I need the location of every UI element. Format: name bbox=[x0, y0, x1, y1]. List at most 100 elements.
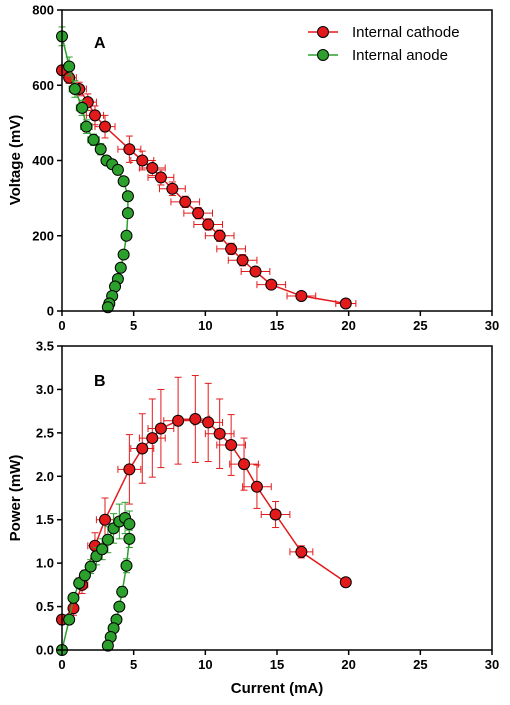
panel-a-x-tick-label: 0 bbox=[58, 318, 65, 333]
panel-a-cathode-point bbox=[154, 171, 167, 184]
panel-b-label: B bbox=[94, 373, 106, 390]
panel-a-anode-point bbox=[111, 163, 124, 176]
panel-a: A Voltage (mV) 0 5 10 15 20 25 30 0 200 400 600 80… bbox=[7, 3, 499, 334]
panel-a-anode-point bbox=[101, 301, 114, 314]
panel-a-cathode-point bbox=[179, 195, 192, 208]
panel-b-y-tick-label: 2.0 bbox=[36, 469, 54, 484]
legend-cathode-marker bbox=[317, 26, 329, 38]
legend-anode-label: Internal anode bbox=[352, 47, 448, 64]
panel-b-x-tick-label: 10 bbox=[198, 657, 212, 672]
panel-b-cathode-point bbox=[295, 545, 308, 558]
panel-b-y-tick-label: 1.0 bbox=[36, 556, 54, 571]
panel-b-anode-point bbox=[84, 560, 97, 573]
panel-b-cathode-point bbox=[99, 513, 111, 526]
panel-a-x-tick-label: 15 bbox=[270, 318, 284, 333]
panel-b-anode-point bbox=[123, 532, 136, 545]
panel-b-y-tick-label: 0.0 bbox=[36, 643, 54, 658]
panel-a-anode-point bbox=[68, 83, 81, 96]
panel-a-y-tick-label: 400 bbox=[32, 153, 54, 168]
panel-b-x-tick-label: 20 bbox=[341, 657, 355, 672]
panel-b-anode-point bbox=[123, 518, 136, 531]
panel-a-y-tick-label: 600 bbox=[32, 78, 54, 93]
panel-a-anode-point bbox=[117, 175, 130, 188]
panel-a-y-tick-label: 800 bbox=[32, 3, 54, 18]
panel-a-y-ticks: 0 200 400 600 800 bbox=[32, 3, 62, 319]
panel-a-y-tick-label: 200 bbox=[32, 228, 54, 243]
panel-a-anode-point bbox=[80, 120, 93, 133]
panel-a-x-tick-label: 25 bbox=[413, 318, 427, 333]
panel-b: B Power (mW) Current (mA) 0 5 10 15 20 25 30 0… bbox=[7, 339, 499, 698]
panel-a-anode-point bbox=[94, 143, 107, 156]
panel-a-series-anode bbox=[56, 26, 134, 314]
panel-a-x-ticks: 0 5 10 15 20 25 30 bbox=[58, 311, 499, 333]
panel-a-cathode-line bbox=[61, 69, 346, 305]
panel-b-cathode-point bbox=[202, 416, 215, 429]
panel-b-cathode-point bbox=[250, 480, 263, 493]
panel-a-y-axis-label: Voltage (mV) bbox=[7, 115, 24, 206]
panel-b-y-tick-label: 0.5 bbox=[36, 599, 54, 614]
panel-b-cathode-point bbox=[172, 414, 185, 427]
legend: Internal cathode Internal anode bbox=[308, 24, 460, 64]
legend-cathode-label: Internal cathode bbox=[352, 24, 460, 41]
panel-b-cathode-point bbox=[123, 463, 136, 476]
panel-b-cathode-point bbox=[189, 412, 202, 425]
panel-b-y-tick-label: 3.0 bbox=[36, 382, 54, 397]
panel-a-cathode-point bbox=[225, 242, 238, 255]
panel-b-series-anode bbox=[56, 501, 136, 656]
panel-b-cathode-point bbox=[225, 439, 238, 452]
panel-a-x-tick-label: 5 bbox=[130, 318, 137, 333]
panel-a-cathode-point bbox=[166, 182, 179, 195]
panel-a-cathode-point bbox=[202, 218, 215, 231]
panel-a-label: A bbox=[94, 35, 106, 52]
panel-a-cathode-point bbox=[265, 278, 278, 291]
panel-b-anode-point bbox=[101, 533, 114, 546]
panel-b-x-tick-label: 5 bbox=[130, 657, 137, 672]
panel-a-x-tick-label: 20 bbox=[341, 318, 355, 333]
panel-b-anode-point bbox=[120, 559, 133, 572]
legend-anode-marker bbox=[317, 49, 329, 61]
panel-a-y-tick-label: 0 bbox=[47, 304, 54, 319]
panel-b-y-ticks: 0.0 0.5 1.0 1.5 2.0 2.5 3.0 3.5 bbox=[36, 339, 62, 658]
panel-b-y-tick-label: 3.5 bbox=[36, 339, 54, 354]
panel-b-cathode-point bbox=[339, 576, 352, 589]
panel-a-cathode-point bbox=[88, 109, 101, 122]
panel-b-anode-point bbox=[116, 585, 129, 598]
panel-b-cathode-point bbox=[269, 508, 282, 521]
panel-b-x-tick-label: 30 bbox=[485, 657, 499, 672]
panel-a-cathode-point bbox=[213, 229, 226, 242]
panel-b-anode-point bbox=[113, 600, 126, 613]
panel-b-anode-point bbox=[101, 639, 114, 652]
panel-a-anode-point bbox=[63, 60, 76, 73]
panel-b-cathode-point bbox=[154, 422, 167, 435]
panel-a-cathode-point bbox=[123, 143, 136, 156]
panel-a-cathode-point bbox=[236, 254, 249, 267]
panel-a-series-cathode bbox=[56, 64, 357, 310]
panel-a-anode-point bbox=[76, 101, 89, 114]
panel-a-cathode-point bbox=[99, 120, 111, 133]
panel-b-frame bbox=[61, 345, 493, 651]
panel-b-x-tick-label: 15 bbox=[270, 657, 284, 672]
panel-b-x-tick-label: 25 bbox=[413, 657, 427, 672]
panel-a-cathode-point bbox=[249, 265, 262, 278]
panel-a-anode-point bbox=[121, 190, 134, 203]
panel-a-anode-point bbox=[117, 248, 130, 261]
panel-b-cathode-point bbox=[146, 432, 159, 445]
panel-b-y-tick-label: 1.5 bbox=[36, 512, 54, 527]
panel-b-series-cathode bbox=[56, 375, 352, 626]
panel-a-cathode-point bbox=[295, 289, 308, 302]
panel-b-x-ticks: 0 5 10 15 20 25 30 bbox=[58, 650, 499, 672]
panel-a-x-tick-label: 10 bbox=[198, 318, 212, 333]
panel-a-cathode-point bbox=[192, 207, 205, 220]
panel-a-x-tick-label: 30 bbox=[485, 318, 499, 333]
panel-a-cathode-point bbox=[136, 154, 149, 167]
panel-b-anode-point bbox=[96, 543, 109, 556]
panel-b-cathode-point bbox=[67, 602, 80, 615]
panel-b-y-axis-label: Power (mW) bbox=[7, 455, 24, 542]
panel-b-plot-layer bbox=[56, 375, 352, 656]
panel-b-y-tick-label: 2.5 bbox=[36, 425, 54, 440]
panel-b-cathode-point bbox=[136, 442, 149, 455]
panel-a-anode-point bbox=[87, 133, 100, 146]
panel-b-x-axis-label: Current (mA) bbox=[231, 680, 324, 697]
panel-b-anode-point bbox=[67, 591, 80, 604]
